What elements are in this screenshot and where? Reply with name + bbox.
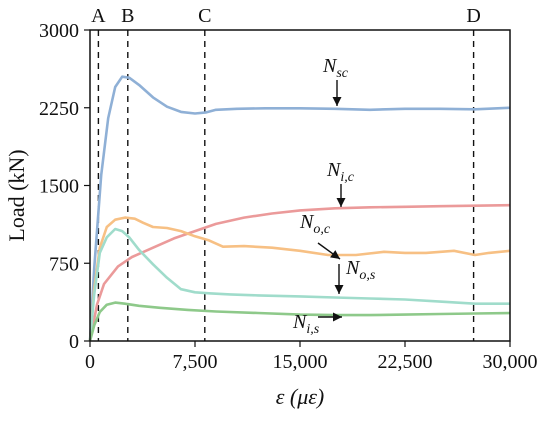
series-lines bbox=[88, 75, 511, 342]
y-tick-label: 0 bbox=[69, 331, 79, 353]
series-label-n-i-c: Ni,c bbox=[326, 159, 355, 185]
y-tick-label: 1500 bbox=[39, 176, 79, 198]
x-tick-label: 22,500 bbox=[378, 351, 433, 373]
series-label-n-sc: Nsc bbox=[322, 55, 349, 81]
series-arrowhead-n-o-s bbox=[334, 285, 344, 294]
series-line-n-sc bbox=[88, 75, 511, 342]
axes bbox=[89, 29, 511, 342]
marker-label-a: A bbox=[91, 5, 106, 27]
marker-label-d: D bbox=[466, 5, 480, 27]
series-label-n-o-s: No,s bbox=[345, 257, 376, 283]
series-arrowhead-n-i-c bbox=[336, 198, 346, 207]
x-tick-label: 0 bbox=[85, 351, 95, 373]
series-annotations: Nsc Ni,c No,c No,s Ni,s bbox=[292, 55, 376, 337]
series-label-n-i-s: Ni,s bbox=[292, 311, 320, 337]
series-line-n-o-c bbox=[88, 216, 511, 342]
y-tick-label: 3000 bbox=[39, 20, 79, 42]
marker-lines bbox=[97, 30, 475, 341]
x-tick-label: 15,000 bbox=[273, 351, 328, 373]
series-arrowhead-n-sc bbox=[332, 97, 342, 106]
x-tick-label: 30,000 bbox=[483, 351, 538, 373]
ticks: 0 7,500 15,000 22,500 30,000 0 750 1500 2250 3000 bbox=[39, 20, 538, 373]
y-tick-label: 2250 bbox=[39, 98, 79, 120]
series-arrowhead-n-o-c bbox=[330, 250, 340, 259]
series-line-n-o-s bbox=[88, 227, 510, 342]
plot-frame bbox=[89, 29, 511, 342]
series-label-n-o-c: No,c bbox=[299, 211, 331, 237]
y-axis-title: Load (kN) bbox=[4, 149, 29, 241]
x-tick-label: 7,500 bbox=[173, 351, 218, 373]
series-line-n-i-c bbox=[88, 203, 511, 342]
x-axis-title: ε (με) bbox=[276, 384, 325, 409]
series-line-n-i-s bbox=[88, 301, 511, 342]
y-tick-label: 750 bbox=[49, 253, 79, 275]
marker-label-b: B bbox=[121, 5, 134, 27]
series-arrowhead-n-i-s bbox=[333, 312, 342, 322]
marker-label-c: C bbox=[198, 5, 211, 27]
